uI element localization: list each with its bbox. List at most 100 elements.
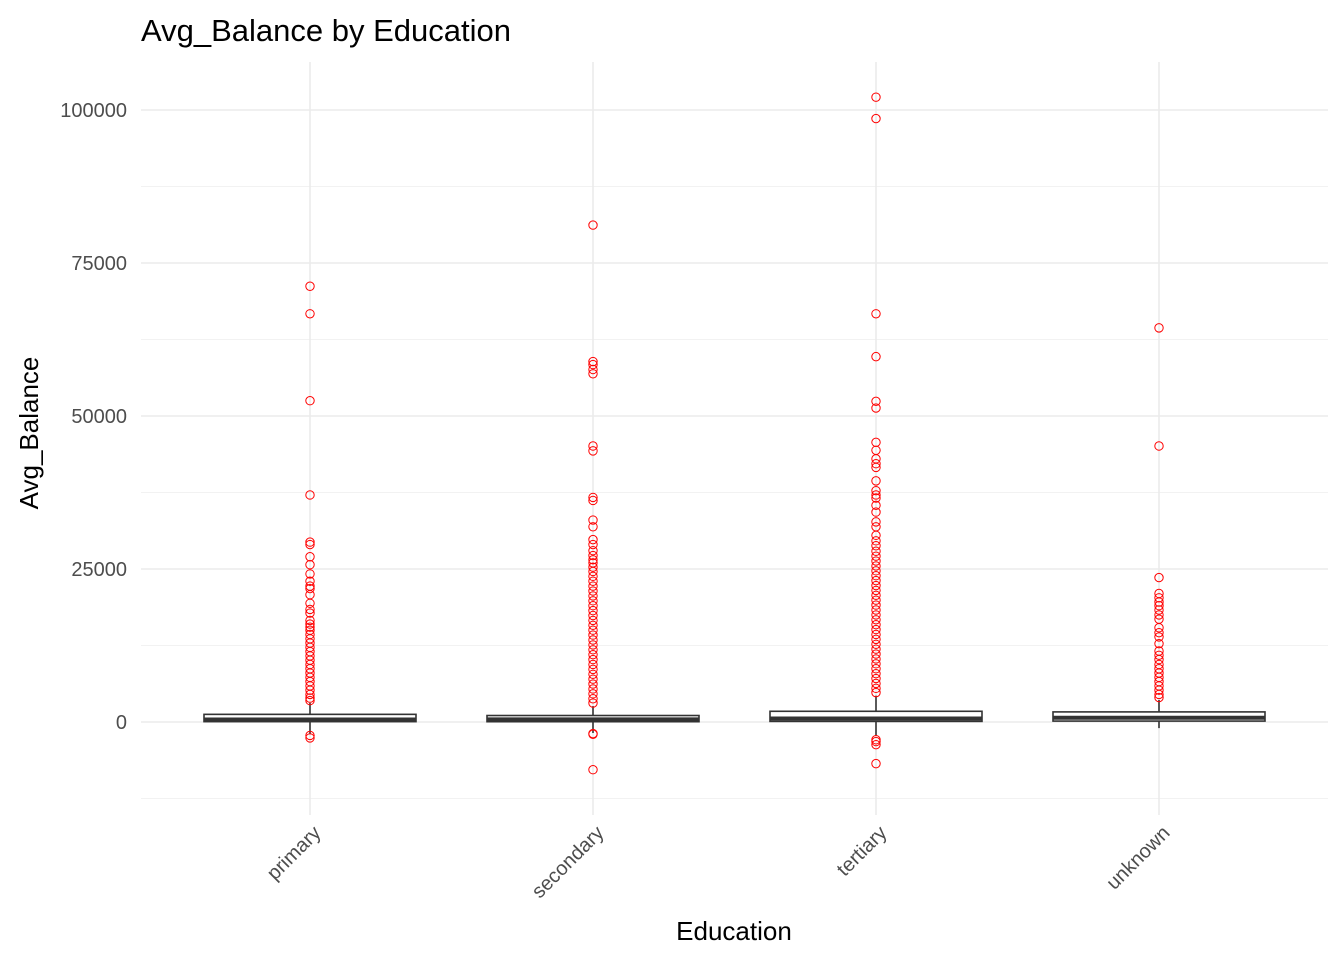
outlier-point <box>871 546 881 556</box>
y-axis-title: Avg_Balance <box>14 357 44 510</box>
outlier-point <box>588 684 598 694</box>
outlier-point <box>871 615 881 625</box>
outlier-point <box>588 495 598 506</box>
outlier-point <box>588 694 598 704</box>
outlier-point <box>871 92 881 102</box>
outlier-point <box>588 605 598 616</box>
outlier-point <box>871 396 881 407</box>
outlier-point <box>871 351 881 362</box>
outlier-point <box>1154 689 1164 700</box>
outlier-point <box>305 537 315 547</box>
outlier-point <box>1154 650 1164 660</box>
outlier-point <box>588 649 598 660</box>
outlier-point <box>871 551 881 561</box>
outlier-point <box>871 571 881 581</box>
chart-title: Avg_Balance by Education <box>141 13 511 48</box>
box-unknown <box>1052 323 1266 729</box>
y-axis-ticks: 0 25000 50000 75000 100000 <box>60 100 127 734</box>
outlier-point <box>1154 623 1164 633</box>
outlier-point <box>305 309 315 319</box>
y-tick-label: 100000 <box>60 100 127 122</box>
outlier-point <box>588 596 598 606</box>
outlier-point <box>871 566 881 576</box>
outlier-point <box>871 459 881 469</box>
outlier-point <box>588 679 598 689</box>
outlier-point <box>305 576 315 586</box>
x-tick-label: secondary <box>528 822 609 903</box>
outlier-point <box>588 640 598 650</box>
outlier-point <box>588 591 598 601</box>
outlier-point <box>588 674 598 684</box>
outlier-point <box>871 664 881 674</box>
outlier-point <box>1154 441 1164 451</box>
y-tick-label: 0 <box>116 712 127 734</box>
outlier-point <box>588 581 598 591</box>
outlier-point <box>305 619 315 629</box>
outlier-point <box>588 698 598 708</box>
outlier-point <box>871 610 881 620</box>
outlier-point <box>588 220 598 230</box>
outlier-point <box>588 539 598 550</box>
outlier-point <box>305 615 315 626</box>
outlier-point <box>871 687 881 698</box>
outlier-point <box>871 605 881 615</box>
outlier-point <box>871 659 881 669</box>
box-primary <box>203 281 417 743</box>
outlier-point <box>305 396 315 406</box>
outlier-point <box>871 585 881 596</box>
outlier-point <box>305 730 315 741</box>
outlier-point <box>871 580 881 591</box>
outlier-point <box>1154 638 1164 649</box>
outlier-point <box>588 601 598 611</box>
outlier-point <box>588 620 598 631</box>
outlier-point <box>588 359 598 370</box>
outlier-point <box>1154 605 1164 615</box>
outlier-point <box>871 575 881 586</box>
outlier-point <box>871 113 881 124</box>
outlier-point <box>588 630 598 640</box>
y-tick-label: 50000 <box>71 406 127 428</box>
box-iqr <box>769 710 983 723</box>
outlier-point <box>588 729 598 739</box>
outlier-point <box>871 736 881 747</box>
outlier-point <box>871 517 881 527</box>
outlier-point <box>588 571 598 582</box>
outlier-point <box>871 507 881 517</box>
outlier-point <box>871 644 881 654</box>
outlier-point <box>871 600 881 610</box>
outlier-point <box>871 309 881 319</box>
box-secondary <box>486 220 700 775</box>
box-tertiary <box>769 92 983 769</box>
outlier-point <box>305 598 315 608</box>
outlier-point <box>305 689 315 700</box>
outlier-point <box>588 689 598 699</box>
outlier-point <box>871 654 881 664</box>
x-axis-ticks: primary secondary tertiary unknown <box>263 822 1175 903</box>
outlier-point <box>871 590 881 601</box>
outlier-point <box>588 586 598 596</box>
outlier-point <box>305 733 315 743</box>
outlier-point <box>871 634 881 645</box>
outlier-point <box>871 541 881 551</box>
outlier-point <box>871 530 881 541</box>
outlier-point <box>871 485 881 496</box>
outlier-point <box>1154 323 1164 333</box>
box-layer <box>203 92 1266 775</box>
outlier-point <box>305 604 315 615</box>
outlier-point <box>588 765 598 775</box>
y-tick-label: 25000 <box>71 559 127 581</box>
outlier-point <box>305 539 315 550</box>
x-tick-label: tertiary <box>833 822 892 881</box>
outlier-point <box>305 560 315 570</box>
outlier-point <box>871 629 881 640</box>
outlier-point <box>588 545 598 556</box>
outlier-point <box>588 654 598 665</box>
outlier-point <box>305 281 315 291</box>
outlier-point <box>588 664 598 675</box>
grid-lines <box>141 62 1328 815</box>
outlier-point <box>588 534 598 545</box>
outlier-point <box>1154 692 1164 703</box>
outlier-point <box>871 683 881 694</box>
outlier-point <box>871 619 881 630</box>
